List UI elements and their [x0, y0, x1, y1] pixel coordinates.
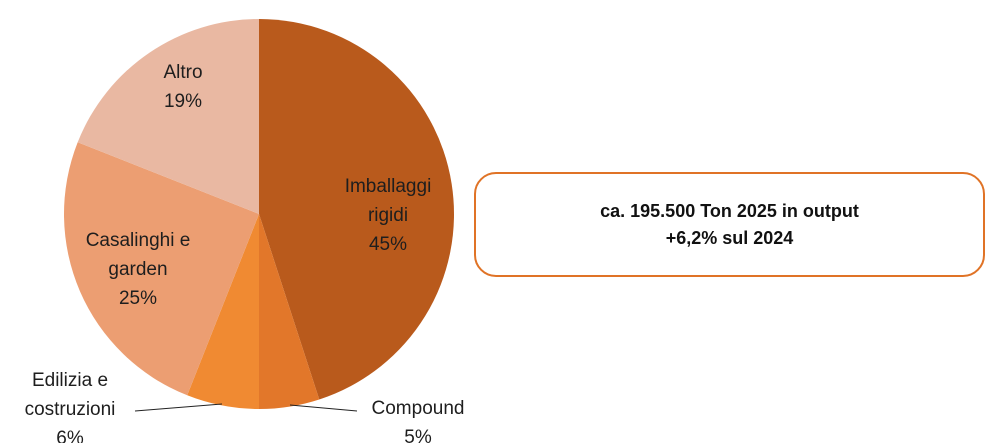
data-label: Imballaggi rigidi 45%: [328, 172, 448, 259]
category-label: Altro: [163, 62, 203, 83]
pie-slice: [187, 214, 259, 409]
category-label: Edilizia e costruzioni: [24, 370, 116, 420]
callout-box: ca. 195.500 Ton 2025 in output +6,2% sul…: [474, 172, 985, 277]
value-label: 19%: [163, 91, 203, 112]
value-label: 5%: [404, 427, 432, 443]
category-label: Compound: [371, 398, 465, 419]
value-label: 25%: [118, 288, 158, 309]
pie-slice: [63, 142, 260, 396]
data-label: Casalinghi e garden 25%: [66, 226, 211, 313]
pie-slice: [77, 19, 259, 214]
annotation: +6,2% sul 2024: [665, 227, 794, 248]
value-label: 6%: [56, 428, 84, 443]
pie-slice: [259, 214, 320, 409]
leader-line: [134, 403, 223, 412]
leader-line: [289, 404, 358, 412]
pie-slice: [259, 19, 454, 400]
data-label: Altro 19%: [133, 58, 233, 116]
data-label: Compound 5%: [353, 394, 483, 443]
annotation: ca. 195.500 Ton 2025 in output: [600, 200, 859, 221]
category-label: Imballaggi rigidi: [344, 176, 432, 226]
category-label: Casalinghi e garden: [85, 230, 191, 280]
value-label: 45%: [368, 234, 408, 255]
data-label: Edilizia e costruzioni 6%: [10, 366, 130, 443]
